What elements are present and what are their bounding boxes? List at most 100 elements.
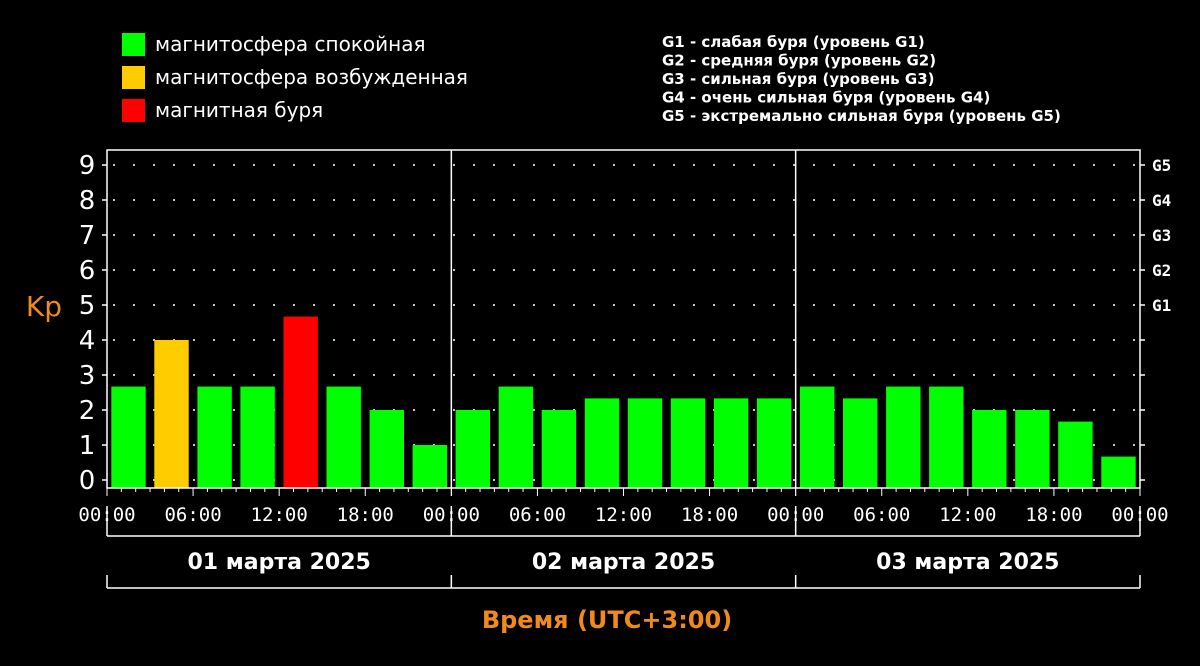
kp-bar	[843, 398, 878, 488]
grid-dot	[493, 234, 495, 236]
grid-dot	[153, 479, 155, 481]
grid-dot	[173, 164, 175, 166]
grid-dot	[1013, 444, 1015, 446]
grid-dot	[573, 269, 575, 271]
grid-dot	[433, 409, 435, 411]
kp-bar	[584, 398, 620, 488]
grid-dot	[853, 234, 855, 236]
grid-dot	[793, 269, 795, 271]
grid-dot	[313, 199, 315, 201]
grid-dot	[373, 164, 375, 166]
grid-dot	[1093, 269, 1095, 271]
grid-dot	[993, 374, 995, 376]
grid-dot	[593, 339, 595, 341]
grid-dot	[213, 269, 215, 271]
grid-dot	[893, 269, 895, 271]
grid-dot	[793, 339, 795, 341]
grid-dot	[313, 234, 315, 236]
grid-dot	[173, 234, 175, 236]
grid-dot	[893, 374, 895, 376]
grid-dot	[213, 339, 215, 341]
grid-dot	[1053, 374, 1055, 376]
grid-dot	[513, 234, 515, 236]
kp-bar	[800, 386, 835, 488]
grid-dot	[493, 479, 495, 481]
grid-dot	[133, 164, 135, 166]
day-label: 03 марта 2025	[876, 550, 1059, 575]
grid-dot	[913, 374, 915, 376]
grid-dot	[713, 304, 715, 306]
grid-dot	[773, 339, 775, 341]
grid-dot	[193, 234, 195, 236]
grid-dot	[993, 304, 995, 306]
grid-dot	[993, 199, 995, 201]
grid-dot	[253, 199, 255, 201]
grid-dot	[533, 304, 535, 306]
grid-dot	[913, 339, 915, 341]
grid-dot	[813, 164, 815, 166]
grid-dot	[753, 409, 755, 411]
x-tick-label: 06:00	[509, 504, 566, 526]
grid-dot	[193, 199, 195, 201]
grid-dot	[393, 269, 395, 271]
grid-dot	[533, 374, 535, 376]
grid-dot	[913, 164, 915, 166]
grid-dot	[493, 374, 495, 376]
grid-dot	[353, 269, 355, 271]
grid-dot	[1133, 304, 1135, 306]
grid-dot	[613, 339, 615, 341]
grid-dot	[313, 269, 315, 271]
grid-dot	[593, 164, 595, 166]
grid-dot	[393, 234, 395, 236]
grid-dot	[233, 269, 235, 271]
grid-dot	[733, 339, 735, 341]
grid-dot	[213, 199, 215, 201]
grid-dot	[773, 374, 775, 376]
grid-dot	[153, 269, 155, 271]
grid-dot	[1013, 304, 1015, 306]
grid-dot	[213, 304, 215, 306]
grid-dot	[413, 339, 415, 341]
grid-dot	[793, 374, 795, 376]
grid-dot	[493, 269, 495, 271]
day-axis: 01 марта 2025 02 марта 2025 03 марта 2025	[106, 550, 1141, 589]
grid-dot	[253, 339, 255, 341]
kp-bar	[627, 398, 663, 488]
grid-dot	[1013, 374, 1015, 376]
kp-bar	[240, 386, 275, 488]
grid-dot	[333, 374, 335, 376]
y-tick-label: 3	[79, 361, 96, 391]
grid-dot	[1013, 409, 1015, 411]
x-tick-label: 18:00	[337, 504, 394, 526]
grid-dot	[1113, 339, 1115, 341]
grid-dot	[233, 374, 235, 376]
kp-bar	[929, 386, 964, 488]
grid-dot	[673, 164, 675, 166]
kp-bar	[197, 386, 232, 488]
grid-dot	[513, 304, 515, 306]
bars	[111, 316, 1136, 488]
grid-dot	[233, 234, 235, 236]
x-tick-label: 12:00	[251, 504, 308, 526]
grid-dot	[853, 304, 855, 306]
kp-bar	[369, 410, 404, 488]
grid-dot	[333, 199, 335, 201]
grid-dot	[973, 234, 975, 236]
kp-bar	[498, 386, 534, 488]
grid-dot	[453, 304, 455, 306]
grid-dot	[993, 234, 995, 236]
grid-dot	[393, 339, 395, 341]
grid-dot	[1113, 304, 1115, 306]
grid-dot	[273, 164, 275, 166]
grid-dot	[833, 304, 835, 306]
y-axis: 0 1 2 3 4 5 6 7 8 9	[79, 151, 1145, 496]
grid-dot	[533, 409, 535, 411]
grid-dot	[593, 374, 595, 376]
grid-dot	[153, 339, 155, 341]
g-level-label: G5	[1152, 156, 1171, 175]
grid-dot	[513, 374, 515, 376]
grid-dot	[153, 199, 155, 201]
grid-dot	[473, 199, 475, 201]
grid-dot	[1093, 234, 1095, 236]
grid-dot	[833, 234, 835, 236]
